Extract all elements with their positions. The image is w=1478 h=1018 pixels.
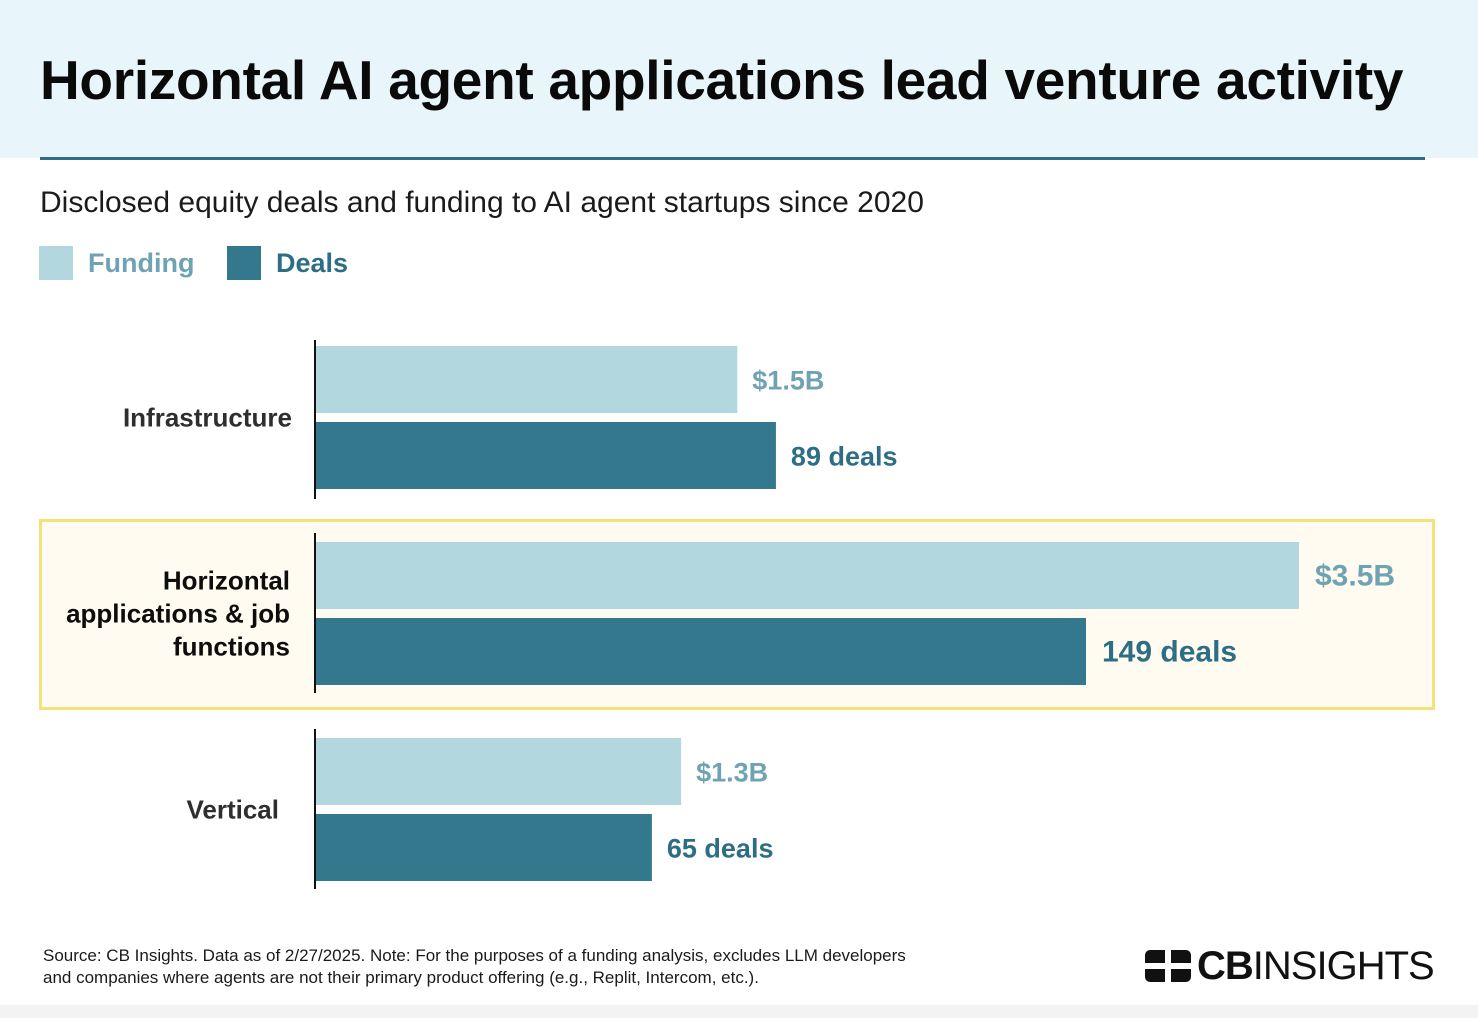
category-label-line: Infrastructure [123,403,292,433]
category-label-line: functions [173,632,290,662]
chart-title: Horizontal AI agent applications lead ve… [40,49,1404,111]
data-label-funding: $1.3B [696,758,768,788]
category-label-line: Horizontal [163,566,290,596]
data-label-funding: $3.5B [1315,560,1395,593]
data-label-deals: 65 deals [667,834,774,864]
title-divider [40,157,1425,160]
data-label-deals: 149 deals [1102,636,1237,669]
bar-deals [316,618,1086,685]
bar-funding [316,542,1299,609]
bar-funding [316,346,738,413]
category-label: Horizontal applications & job functions [66,566,290,662]
category-label-line: applications & job [66,599,290,629]
bar-deals [316,422,776,489]
logo-wordmark: CBINSIGHTS [1197,944,1435,988]
category-label: Vertical [186,795,279,825]
legend-label-funding: Funding [88,247,195,278]
footnote-line-1: Source: CB Insights. Data as of 2/27/202… [43,946,906,965]
category-label-line: Vertical [186,795,279,825]
source-footnote: Source: CB Insights. Data as of 2/27/202… [43,945,1023,989]
cbinsights-logo: CBINSIGHTS [1145,944,1435,988]
bar-funding [316,738,682,805]
category-label: Infrastructure [123,403,292,433]
data-label-funding: $1.5B [752,366,824,396]
data-label-deals: 89 deals [791,442,898,472]
cbinsights-logo-icon [1145,950,1191,982]
legend-item-funding: Funding [39,246,194,280]
footnote-line-2: and companies where agents are not their… [43,968,759,987]
legend-swatch-funding [39,246,73,280]
bar-deals [316,814,652,881]
bottom-strip [0,1005,1478,1018]
legend-label-deals: Deals [276,247,349,278]
legend-swatch-deals [227,246,261,280]
legend-item-deals: Deals [227,246,348,280]
header-banner: Horizontal AI agent applications lead ve… [0,0,1478,158]
chart-subtitle: Disclosed equity deals and funding to AI… [40,186,924,219]
